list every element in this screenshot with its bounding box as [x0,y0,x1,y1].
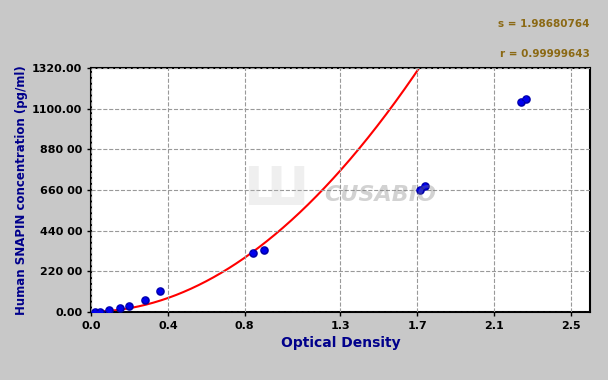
Point [124,303,134,309]
Point [156,288,165,294]
Point [91,309,100,315]
X-axis label: Optical Density: Optical Density [281,336,400,350]
Point [517,98,527,104]
Point [105,307,114,314]
Point [260,247,269,253]
Text: r = 0.99999643: r = 0.99999643 [500,49,590,59]
Point [140,296,150,302]
Point [420,183,430,189]
Point [95,309,105,315]
Point [521,96,531,102]
Point [420,183,430,189]
Point [91,309,100,315]
Point [95,309,105,315]
Point [517,98,527,104]
Point [260,247,269,253]
Point [248,250,258,256]
Text: s = 1.98680764: s = 1.98680764 [499,19,590,29]
Point [105,307,114,314]
Point [140,296,150,302]
Point [156,288,165,294]
Point [124,303,134,309]
Point [521,96,531,102]
Text: CUSABIO: CUSABIO [325,185,437,205]
Y-axis label: Human SNAPIN concentration (pg/ml): Human SNAPIN concentration (pg/ml) [15,65,28,315]
Text: Ш: Ш [243,164,308,216]
Point [115,305,125,311]
Point [248,250,258,256]
Point [415,187,424,193]
Point [415,187,424,193]
Point [115,305,125,311]
